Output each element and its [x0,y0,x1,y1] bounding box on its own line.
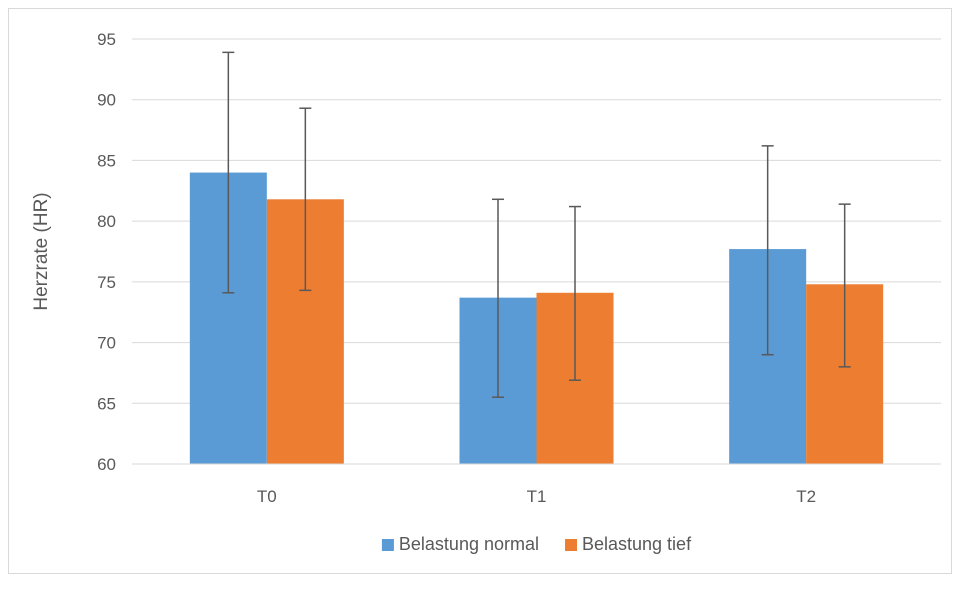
y-tick-label: 65 [97,394,116,413]
error-bars [222,51,851,398]
chart-frame: 60 65 70 75 80 85 90 95 T0 T1 T2 Herzrate (HR) Bel… [8,8,952,574]
legend-item: Belastung tief [565,534,692,554]
y-tick-label: 95 [97,30,116,49]
y-tick-label: 90 [97,91,116,110]
x-tick-label: T1 [527,487,547,506]
y-tick-label: 70 [97,334,116,353]
y-tick-label: 75 [97,273,116,292]
x-tick-label: T2 [796,487,816,506]
legend-swatch [565,539,578,551]
x-tick-label: T0 [257,487,277,506]
bar-chart: 60 65 70 75 80 85 90 95 T0 T1 T2 Herzrate (HR) Bel… [31,30,941,554]
bars [189,172,884,465]
y-axis-title: Herzrate (HR) [31,192,52,310]
y-tick-label: 60 [97,455,116,474]
legend-swatch [381,539,394,551]
y-tick-label: 80 [97,212,116,231]
y-tick-label: 85 [97,151,116,170]
legend-label: Belastung normal [399,534,539,554]
axes: 60 65 70 75 80 85 90 95 T0 T1 T2 [97,30,941,506]
legend: Belastung normal Belastung tief [381,534,692,554]
legend-item: Belastung normal [381,534,539,554]
legend-label: Belastung tief [582,534,692,554]
